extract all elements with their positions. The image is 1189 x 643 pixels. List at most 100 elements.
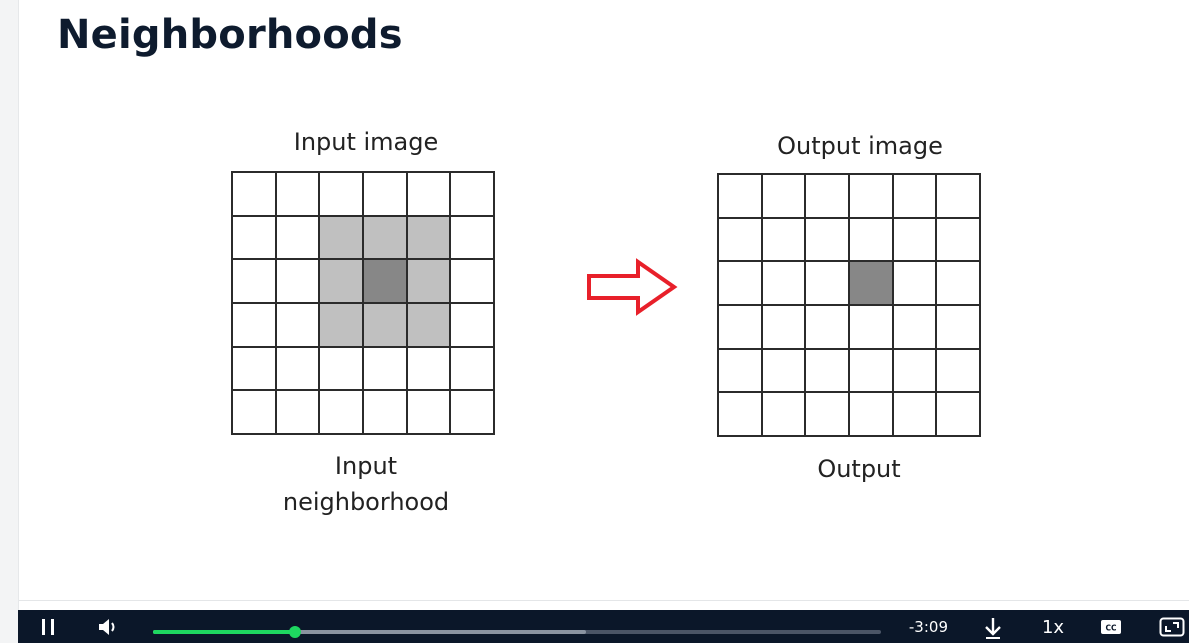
input-neighborhood-caption-line1: Input	[334, 452, 398, 480]
neighborhood-cell	[320, 260, 362, 302]
download-button[interactable]	[978, 616, 1008, 640]
grid-cell	[719, 175, 761, 217]
captions-label: CC	[1105, 624, 1117, 633]
grid-cell	[937, 175, 979, 217]
grid-cell	[762, 349, 805, 392]
grid-cell	[806, 218, 848, 261]
grid-cell	[850, 218, 892, 261]
grid-cell	[762, 175, 805, 217]
grid-cell	[762, 306, 805, 348]
transform-arrow-icon	[587, 258, 678, 316]
progress-bar[interactable]	[153, 626, 881, 638]
grid-cell	[850, 393, 892, 435]
input-neighborhood-caption: Input neighborhood	[241, 448, 491, 520]
grid-cell	[762, 218, 805, 261]
grid-cell	[276, 391, 319, 433]
grid-cell	[276, 216, 319, 259]
grid-cell	[364, 347, 406, 390]
center-pixel-cell	[364, 260, 406, 302]
grid-cell	[850, 175, 892, 217]
grid-cell	[233, 216, 275, 259]
fullscreen-button[interactable]	[1158, 616, 1186, 638]
grid-cell	[451, 347, 493, 390]
grid-cell	[320, 391, 362, 433]
grid-cell	[719, 393, 761, 435]
output-image-caption: Output image	[777, 132, 943, 160]
progress-thumb[interactable]	[288, 626, 301, 638]
pause-button[interactable]	[34, 616, 62, 638]
grid-cell	[893, 393, 936, 435]
neighborhood-cell	[407, 260, 450, 302]
center-pixel-cell	[850, 262, 892, 304]
grid-cell	[276, 173, 319, 215]
volume-button[interactable]	[92, 616, 126, 638]
grid-cell	[364, 173, 406, 215]
grid-cell	[407, 391, 450, 433]
grid-cell	[762, 393, 805, 435]
slide-title: Neighborhoods	[57, 12, 403, 58]
grid-cell	[407, 173, 450, 215]
left-side-strip	[0, 0, 19, 643]
grid-cell	[850, 349, 892, 392]
output-pixel-caption: Output	[817, 455, 901, 483]
volume-icon	[99, 619, 115, 635]
grid-cell	[806, 393, 848, 435]
download-icon	[985, 618, 1001, 639]
output-image-grid	[717, 173, 981, 437]
captions-icon: CC	[1101, 620, 1121, 634]
grid-cell	[451, 391, 493, 433]
grid-cell	[719, 262, 761, 304]
grid-cell	[937, 218, 979, 261]
grid-cell	[276, 304, 319, 346]
time-remaining: -3:09	[908, 618, 948, 636]
grid-cell	[806, 306, 848, 348]
slide-divider	[19, 600, 1189, 601]
progress-buffered	[153, 630, 587, 634]
grid-cell	[937, 393, 979, 435]
grid-cell	[451, 260, 493, 302]
grid-cell	[762, 262, 805, 304]
grid-cell	[937, 349, 979, 392]
grid-cell	[719, 218, 761, 261]
grid-cell	[276, 347, 319, 390]
input-image-grid	[231, 171, 495, 435]
grid-cell	[893, 218, 936, 261]
grid-cell	[320, 173, 362, 215]
grid-cell	[451, 304, 493, 346]
grid-cell	[937, 262, 979, 304]
grid-cell	[719, 349, 761, 392]
grid-cell	[451, 216, 493, 259]
pause-icon	[42, 619, 54, 635]
neighborhood-cell	[364, 216, 406, 259]
neighborhood-cell	[320, 304, 362, 346]
video-player-controls: -3:09 1x CC	[18, 610, 1189, 643]
grid-cell	[806, 175, 848, 217]
grid-cell	[320, 347, 362, 390]
fullscreen-icon	[1159, 617, 1185, 637]
grid-cell	[893, 262, 936, 304]
progress-played	[153, 630, 295, 634]
grid-cell	[719, 306, 761, 348]
playback-speed-button[interactable]: 1x	[1041, 616, 1065, 638]
grid-cell	[850, 306, 892, 348]
grid-cell	[893, 306, 936, 348]
neighborhood-cell	[407, 304, 450, 346]
grid-cell	[451, 173, 493, 215]
grid-cell	[233, 391, 275, 433]
grid-cell	[806, 262, 848, 304]
input-neighborhood-caption-line2: neighborhood	[282, 488, 450, 516]
grid-cell	[233, 260, 275, 302]
grid-cell	[937, 306, 979, 348]
grid-cell	[893, 175, 936, 217]
grid-cell	[233, 304, 275, 346]
neighborhood-cell	[407, 216, 450, 259]
grid-cell	[233, 347, 275, 390]
grid-cell	[407, 347, 450, 390]
neighborhood-cell	[320, 216, 362, 259]
captions-button[interactable]: CC	[1098, 617, 1124, 637]
grid-cell	[806, 349, 848, 392]
grid-cell	[893, 349, 936, 392]
grid-cell	[233, 173, 275, 215]
grid-cell	[276, 260, 319, 302]
slide-area: Neighborhoods Input image Input neighbor…	[19, 0, 1189, 600]
